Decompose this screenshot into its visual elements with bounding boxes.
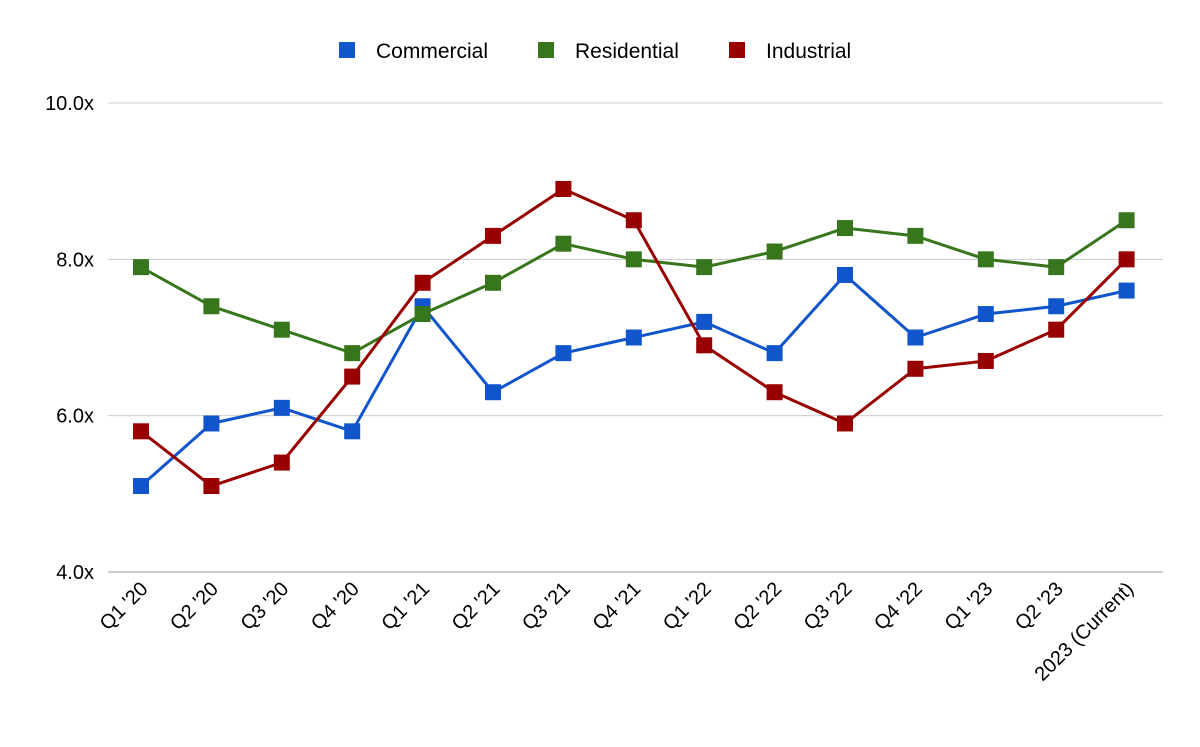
data-point-industrial xyxy=(485,227,501,244)
y-axis: 4.0x 6.0x 8.0x 10.0x xyxy=(45,93,94,584)
data-point-commercial xyxy=(1118,282,1135,299)
y-tick-label: 10.0x xyxy=(45,93,94,115)
data-point-commercial xyxy=(133,478,149,495)
series-industrial xyxy=(133,180,1135,495)
series-residential xyxy=(133,212,1135,362)
x-tick-label: Q2 '21 xyxy=(448,578,505,635)
legend-label-residential: Residential xyxy=(575,40,679,63)
x-tick-label: Q4 '20 xyxy=(307,578,364,635)
data-point-industrial xyxy=(1118,251,1135,268)
legend-marker-commercial xyxy=(339,42,355,58)
legend-item-residential: Residential xyxy=(538,40,679,63)
data-point-industrial xyxy=(625,212,642,229)
data-point-residential xyxy=(414,306,431,323)
legend: Commercial Residential Industrial xyxy=(339,40,851,63)
data-point-residential xyxy=(133,259,149,276)
data-point-commercial xyxy=(1048,298,1065,315)
data-point-commercial xyxy=(555,345,572,362)
legend-label-industrial: Industrial xyxy=(766,40,851,63)
data-point-residential xyxy=(1118,212,1135,229)
x-tick-label: Q1 '20 xyxy=(96,578,153,635)
data-point-commercial xyxy=(907,329,924,346)
data-point-industrial xyxy=(555,180,572,197)
data-point-commercial xyxy=(766,345,783,362)
x-tick-label: Q2 '23 xyxy=(1011,578,1068,635)
data-point-industrial xyxy=(414,274,431,291)
data-point-industrial xyxy=(907,360,924,377)
data-point-residential xyxy=(837,220,853,237)
data-point-residential xyxy=(1048,259,1065,276)
legend-item-industrial: Industrial xyxy=(729,40,851,63)
data-point-residential xyxy=(907,227,924,244)
data-point-residential xyxy=(485,274,501,291)
data-point-industrial xyxy=(133,423,149,440)
x-tick-label: Q4 '22 xyxy=(870,578,927,635)
data-point-commercial xyxy=(485,384,501,401)
x-tick-label: Q1 '22 xyxy=(659,578,716,635)
data-point-residential xyxy=(344,345,361,362)
data-point-residential xyxy=(696,259,713,276)
data-point-residential xyxy=(766,243,783,260)
series-commercial xyxy=(133,266,1135,495)
data-point-industrial xyxy=(344,368,361,385)
legend-marker-residential xyxy=(538,42,554,58)
data-point-industrial xyxy=(766,384,783,401)
y-tick-label: 4.0x xyxy=(56,562,94,584)
data-point-commercial xyxy=(203,415,220,432)
x-tick-label: Q1 '23 xyxy=(941,578,998,635)
data-point-commercial xyxy=(696,313,713,330)
y-tick-label: 6.0x xyxy=(56,406,94,428)
x-tick-label: Q3 '20 xyxy=(237,578,294,635)
x-tick-label: Q3 '22 xyxy=(800,578,857,635)
legend-item-commercial: Commercial xyxy=(339,40,488,63)
series-group xyxy=(133,180,1135,495)
data-point-industrial xyxy=(273,454,290,471)
data-point-commercial xyxy=(977,306,994,323)
data-point-commercial xyxy=(837,266,853,283)
x-tick-label: Q2 '20 xyxy=(166,578,223,635)
legend-label-commercial: Commercial xyxy=(376,40,488,63)
legend-marker-industrial xyxy=(729,42,745,58)
data-point-residential xyxy=(625,251,642,268)
data-point-commercial xyxy=(625,329,642,346)
x-axis: Q1 '20 Q2 '20 Q3 '20 Q4 '20 Q1 '21 Q2 '21 Q3 '… xyxy=(96,578,1138,686)
x-tick-label: Q1 '21 xyxy=(377,578,434,635)
x-tick-label: Q3 '21 xyxy=(518,578,575,635)
data-point-residential xyxy=(555,235,572,252)
data-point-industrial xyxy=(837,415,853,432)
data-point-industrial xyxy=(1048,321,1065,338)
data-point-residential xyxy=(203,298,220,315)
y-tick-label: 8.0x xyxy=(56,249,94,271)
data-point-commercial xyxy=(344,423,361,440)
data-point-residential xyxy=(273,321,290,338)
data-point-industrial xyxy=(977,352,994,369)
x-tick-label: Q4 '21 xyxy=(589,578,646,635)
data-point-residential xyxy=(977,251,994,268)
data-point-commercial xyxy=(273,399,290,416)
data-point-industrial xyxy=(203,478,220,495)
x-tick-label: Q2 '22 xyxy=(729,578,786,635)
data-point-industrial xyxy=(696,337,713,354)
